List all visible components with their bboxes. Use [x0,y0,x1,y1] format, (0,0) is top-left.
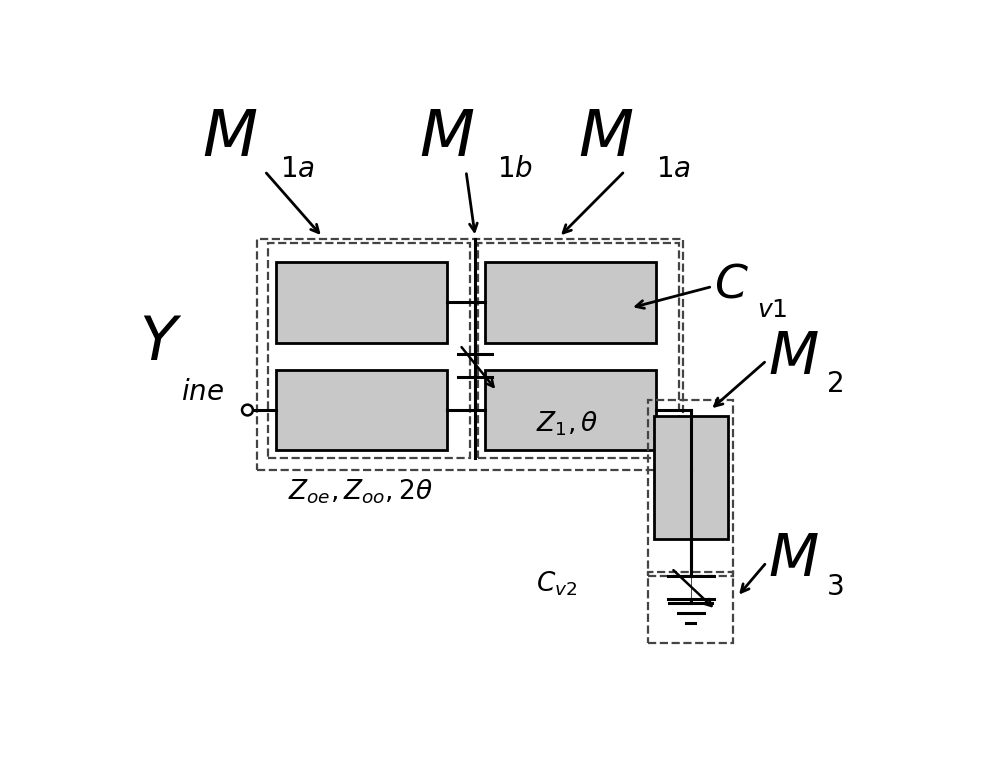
Text: $\mathit{1a}$: $\mathit{1a}$ [656,156,691,183]
Bar [485,262,656,343]
Bar [654,416,728,539]
Text: $\mathit{M}$: $\mathit{M}$ [768,330,819,387]
Text: $\mathit{v1}$: $\mathit{v1}$ [757,297,787,322]
Bar [648,400,733,576]
Text: $\mathit{M}$: $\mathit{M}$ [768,532,819,589]
Text: $\mathit{M}$: $\mathit{M}$ [419,108,474,169]
Text: $\mathit{1a}$: $\mathit{1a}$ [280,156,315,183]
Text: $\mathit{2}$: $\mathit{2}$ [826,371,843,399]
Text: $Z_1,\theta$: $Z_1,\theta$ [536,409,598,438]
Text: $\mathit{C}$: $\mathit{C}$ [714,262,749,308]
Text: $\mathit{M}$: $\mathit{M}$ [202,108,257,169]
Text: $C_{v2}$: $C_{v2}$ [536,569,577,598]
Text: $\mathit{3}$: $\mathit{3}$ [826,574,844,601]
Text: $Z_{oe},Z_{oo},2\theta$: $Z_{oe},Z_{oo},2\theta$ [288,477,433,506]
Bar [276,262,447,343]
Text: $\mathit{M}$: $\mathit{M}$ [578,108,633,169]
Bar [268,243,470,458]
Text: $\mathit{Y}$: $\mathit{Y}$ [139,313,182,373]
Bar [478,243,679,458]
Text: $\mathit{1b}$: $\mathit{1b}$ [497,156,533,183]
Bar [276,370,447,450]
Bar [485,370,656,450]
Text: $\mathit{ine}$: $\mathit{ine}$ [181,379,224,407]
Bar [648,572,733,643]
Bar [257,239,683,470]
